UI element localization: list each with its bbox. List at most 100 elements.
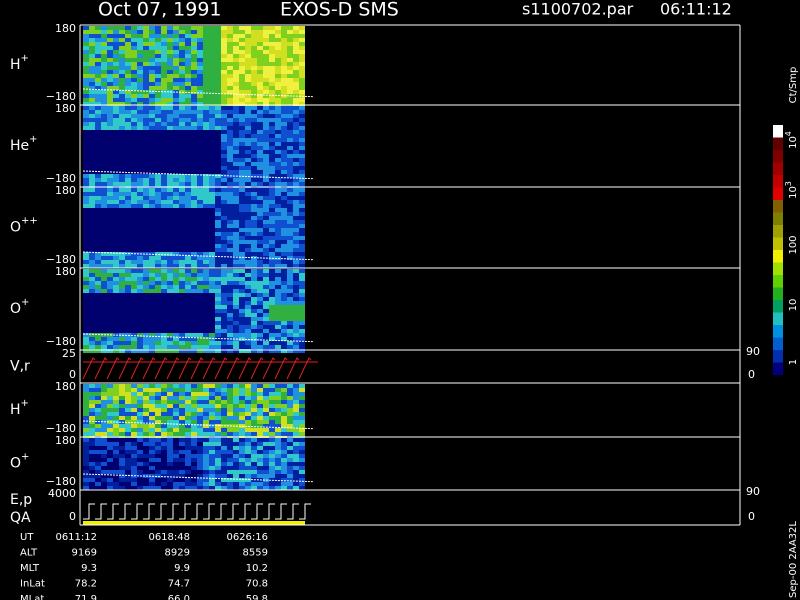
spectrogram-cell [119,26,125,30]
spectrogram-cell [269,317,275,321]
spectrogram-cell [221,236,227,240]
spectrogram-cell [179,442,185,446]
spectrogram-cell [89,478,95,482]
spectrogram-cell [215,321,221,325]
spectrogram-cell [179,438,185,442]
spectrogram-cell [161,30,167,34]
spectrogram-cell [149,70,155,74]
spectrogram-cell [269,420,275,424]
spectrogram-cell [119,204,125,208]
spectrogram-cell [293,224,299,228]
spectrogram-cell [257,432,263,436]
spectrogram-cell [119,297,125,301]
spectrogram-cell [173,86,179,90]
spectrogram-cell [209,260,215,264]
spectrogram-cell [149,126,155,130]
spectrogram-cell [275,470,281,474]
spectrogram-cell [95,182,101,186]
spectrogram-cell [209,34,215,38]
spectrogram-cell [131,337,137,341]
spectrogram-cell [287,34,293,38]
spectrogram-cell [257,309,263,313]
spectrogram-cell [83,188,89,192]
spectrogram-cell [119,188,125,192]
spectrogram-cell [95,70,101,74]
spectrogram-cell [107,42,113,46]
spectrogram-cell [239,474,245,478]
energy-trace [275,503,287,520]
spectrogram-cell [143,220,149,224]
spectrogram-cell [155,458,161,462]
y-tick-label: 180 [55,380,76,393]
spectrogram-cell [173,134,179,138]
spectrogram-cell [107,106,113,110]
spectrogram-cell [197,200,203,204]
spectrogram-cell [191,50,197,54]
spectrogram-cell [95,34,101,38]
spectrogram-cell [269,248,275,252]
spectrogram-cell [101,388,107,392]
spectrogram-cell [113,462,119,466]
spectrogram-cell [257,142,263,146]
spectrogram-cell [221,420,227,424]
spectrogram-cell [125,277,131,281]
spectrogram-cell [161,98,167,102]
spectrogram-cell [203,166,209,170]
spectrogram-cell [161,232,167,236]
spectrogram-cell [299,166,305,170]
spectrogram-cell [299,442,305,446]
spectrogram-cell [299,162,305,166]
spectrogram-cell [221,264,227,268]
spectrogram-cell [131,470,137,474]
spectrogram-cell [245,82,251,86]
spectrogram-cell [239,458,245,462]
spectrogram-cell [203,345,209,349]
spectrogram-cell [263,244,269,248]
velocity-trace [154,357,168,380]
spectrogram-cell [251,252,257,256]
spectrogram-cell [119,384,125,388]
spectrogram-cell [209,450,215,454]
velocity-trace [130,357,144,380]
spectrogram-cell [257,70,263,74]
spectrogram-cell [293,212,299,216]
spectrogram-cell [203,341,209,345]
spectrogram-cell [113,269,119,273]
spectrogram-cell [215,341,221,345]
spectrogram-cell [149,216,155,220]
spectrogram-cell [215,264,221,268]
spectrogram-cell [299,474,305,478]
spectrogram-cell [107,138,113,142]
spectrogram-cell [107,248,113,252]
spectrogram-cell [239,297,245,301]
spectrogram-cell [281,424,287,428]
spectrogram-cell [185,174,191,178]
spectrogram-cell [101,58,107,62]
spectrogram-cell [95,325,101,329]
spectrogram-cell [155,337,161,341]
spectrogram-cell [185,98,191,102]
spectrogram-cell [275,450,281,454]
spectrogram-cell [155,220,161,224]
spectrogram-cell [167,349,173,353]
spectrogram-cell [137,188,143,192]
spectrogram-cell [101,462,107,466]
spectrogram-cell [143,188,149,192]
spectrogram-cell [281,192,287,196]
spectrogram-cell [233,200,239,204]
spectrogram-cell [203,58,209,62]
spectrogram-cell [251,70,257,74]
spectrogram-cell [179,384,185,388]
spectrogram-cell [101,82,107,86]
spectrogram-cell [119,130,125,134]
spectrogram-cell [209,486,215,490]
spectrogram-cell [293,216,299,220]
spectrogram-cell [269,273,275,277]
spectrogram-cell [179,293,185,297]
spectrogram-cell [197,240,203,244]
spectrogram-cell [95,138,101,142]
spectrogram-cell [233,142,239,146]
spectrogram-cell [245,474,251,478]
spectrogram-cell [119,158,125,162]
spectrogram-cell [131,325,137,329]
